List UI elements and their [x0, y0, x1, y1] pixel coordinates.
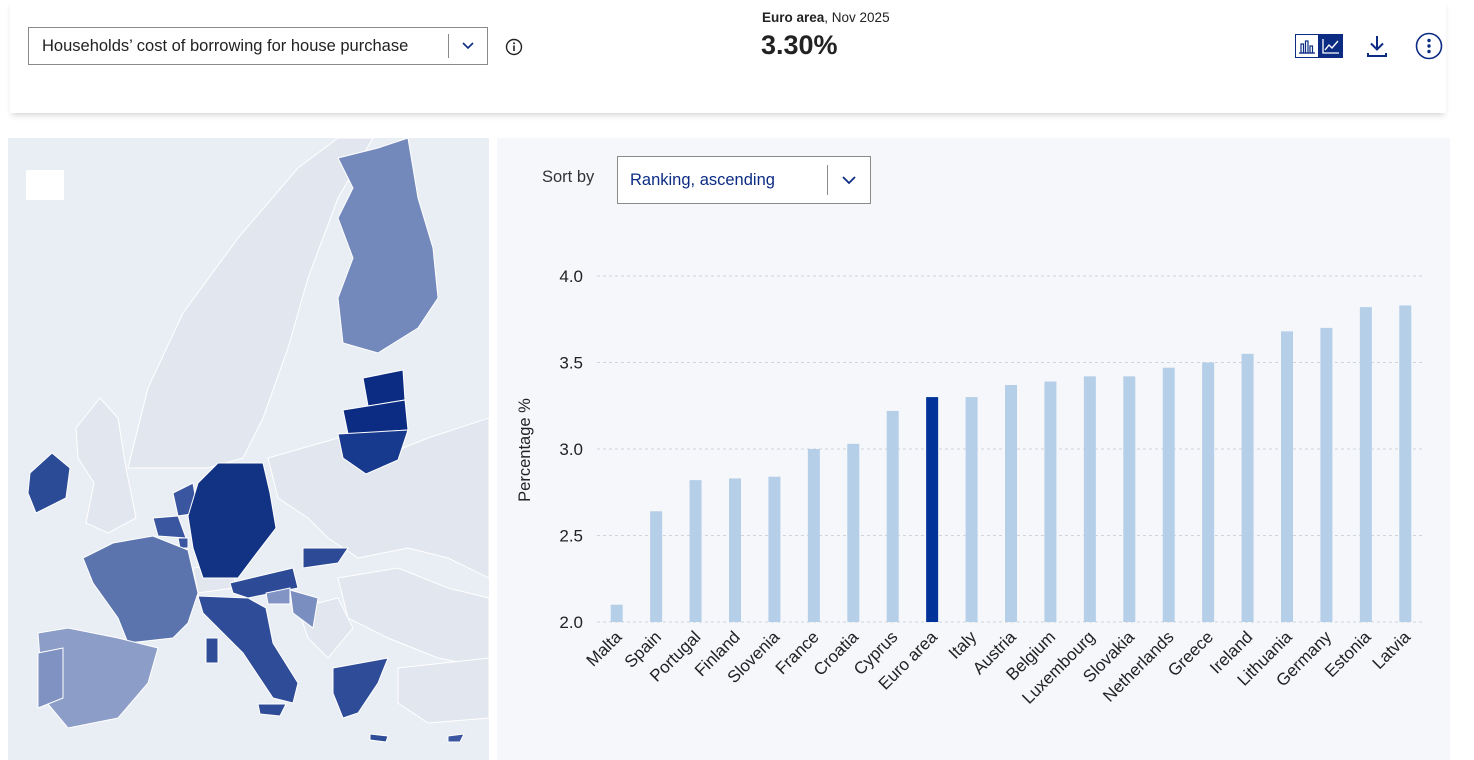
bar-euro-area[interactable] — [926, 397, 939, 622]
map-slovenia[interactable] — [265, 587, 291, 605]
indicator-dropdown-label: Households’ cost of borrowing for house … — [42, 36, 409, 55]
bar-latvia[interactable] — [1399, 305, 1412, 622]
bar-netherlands[interactable] — [1162, 367, 1175, 622]
bar-cyprus[interactable] — [886, 410, 899, 622]
header-bar: Households’ cost of borrowing for house … — [10, 0, 1446, 113]
headline-period: , Nov 2025 — [824, 10, 890, 25]
chart-bars — [610, 305, 1412, 623]
sort-label: Sort by — [542, 168, 595, 186]
europe-map — [8, 138, 489, 760]
y-tick-label: 3.0 — [559, 440, 583, 459]
headline-area: Euro area — [762, 10, 825, 25]
map-germany[interactable] — [187, 462, 277, 579]
y-tick-label: 2.5 — [559, 527, 583, 546]
y-tick-label: 2.0 — [559, 613, 583, 632]
bar-slovakia[interactable] — [1123, 376, 1136, 622]
x-tick-label: Malta — [583, 627, 626, 670]
bar-ireland[interactable] — [1241, 353, 1254, 622]
bar-malta[interactable] — [610, 604, 623, 622]
more-icon[interactable] — [1415, 32, 1443, 60]
bar-austria[interactable] — [1005, 384, 1017, 622]
map-sicily[interactable] — [257, 703, 287, 717]
chevron-down-icon[interactable] — [828, 157, 870, 203]
y-tick-label: 4.0 — [559, 267, 583, 286]
map-france[interactable] — [82, 535, 199, 644]
bar-chart-icon[interactable] — [1295, 34, 1319, 58]
map-cyprus[interactable] — [447, 733, 465, 743]
map-greece[interactable] — [332, 657, 389, 719]
sort-dropdown[interactable]: Ranking, ascending — [617, 156, 871, 204]
map-sardinia[interactable] — [205, 637, 219, 664]
bar-belgium[interactable] — [1044, 381, 1057, 622]
map-croatia[interactable] — [289, 589, 319, 629]
bar-italy[interactable] — [965, 397, 978, 622]
bar-spain[interactable] — [650, 511, 663, 622]
map-latvia[interactable] — [342, 399, 409, 435]
y-tick-label: 3.5 — [559, 354, 583, 373]
chevron-down-icon[interactable] — [449, 28, 487, 64]
map-italy[interactable] — [197, 595, 299, 704]
x-tick-label: Greece — [1164, 627, 1217, 680]
bar-germany[interactable] — [1320, 327, 1333, 622]
headline-label: Euro area, Nov 2025 — [762, 10, 890, 25]
bar-greece[interactable] — [1202, 362, 1215, 623]
map-luxembourg[interactable] — [177, 537, 189, 549]
map-balkans-east[interactable] — [337, 567, 489, 669]
dropdown-divider — [448, 34, 449, 58]
download-icon[interactable] — [1364, 33, 1390, 59]
y-axis-ticks: 2.0 2.5 3.0 3.5 4.0 — [559, 267, 583, 632]
line-chart-icon[interactable] — [1319, 34, 1343, 58]
dropdown-divider — [827, 165, 828, 195]
x-tick-label: Latvia — [1369, 627, 1415, 673]
y-axis-label: Percentage % — [516, 398, 534, 502]
map-control[interactable] — [26, 170, 64, 200]
bar-estonia[interactable] — [1359, 307, 1372, 622]
bar-finland[interactable] — [729, 478, 741, 622]
map-great-britain[interactable] — [75, 397, 137, 534]
sort-dropdown-value: Ranking, ascending — [630, 170, 775, 189]
map-turkey[interactable] — [397, 657, 489, 724]
bar-france[interactable] — [807, 449, 820, 622]
chart-panel: Sort by Ranking, ascending 2.0 2.5 3.0 3.5 4… — [497, 138, 1450, 760]
info-icon[interactable] — [505, 38, 523, 56]
headline-value: 3.30% — [761, 30, 838, 60]
map-lithuania[interactable] — [337, 429, 409, 475]
x-axis-ticks: MaltaSpainPortugalFinlandSloveniaFranceC… — [583, 627, 1415, 708]
map-crete[interactable] — [369, 733, 389, 743]
map-portugal[interactable] — [37, 647, 64, 709]
bar-chart: 2.0 2.5 3.0 3.5 4.0 MaltaSpainPortugalFinlan… — [516, 267, 1425, 708]
map-finland[interactable] — [337, 138, 439, 354]
bar-lithuania[interactable] — [1281, 331, 1293, 622]
bar-luxembourg[interactable] — [1083, 376, 1096, 622]
chart-type-toggle — [1295, 34, 1343, 60]
bar-slovenia[interactable] — [768, 476, 781, 622]
europe-map-svg — [8, 138, 489, 760]
map-spain[interactable] — [37, 627, 159, 729]
bar-portugal[interactable] — [689, 480, 702, 622]
indicator-dropdown[interactable]: Households’ cost of borrowing for house … — [28, 27, 488, 65]
map-slovakia[interactable] — [302, 547, 349, 569]
bar-croatia[interactable] — [847, 443, 860, 622]
x-tick-label: Croatia — [810, 627, 863, 680]
map-ireland[interactable] — [27, 452, 71, 514]
